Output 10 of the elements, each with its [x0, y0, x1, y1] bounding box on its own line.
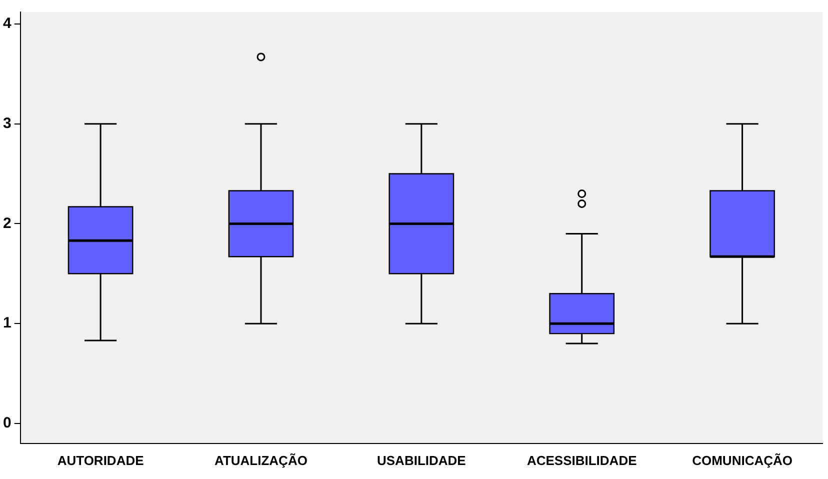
- y-tick-label: 2: [3, 214, 12, 232]
- y-tick-label: 4: [3, 15, 12, 32]
- x-tick-label: USABILIDADE: [377, 452, 466, 468]
- y-tick-label: 3: [3, 114, 12, 132]
- y-tick-label: 0: [3, 414, 12, 432]
- x-tick-label: ATUALIZAÇÃO: [214, 452, 308, 468]
- x-tick-label: COMUNICAÇÃO: [692, 452, 792, 468]
- y-tick-label: 1: [3, 314, 12, 332]
- x-tick-label: AUTORIDADE: [57, 452, 144, 468]
- x-tick-label: ACESSIBILIDADE: [526, 452, 638, 468]
